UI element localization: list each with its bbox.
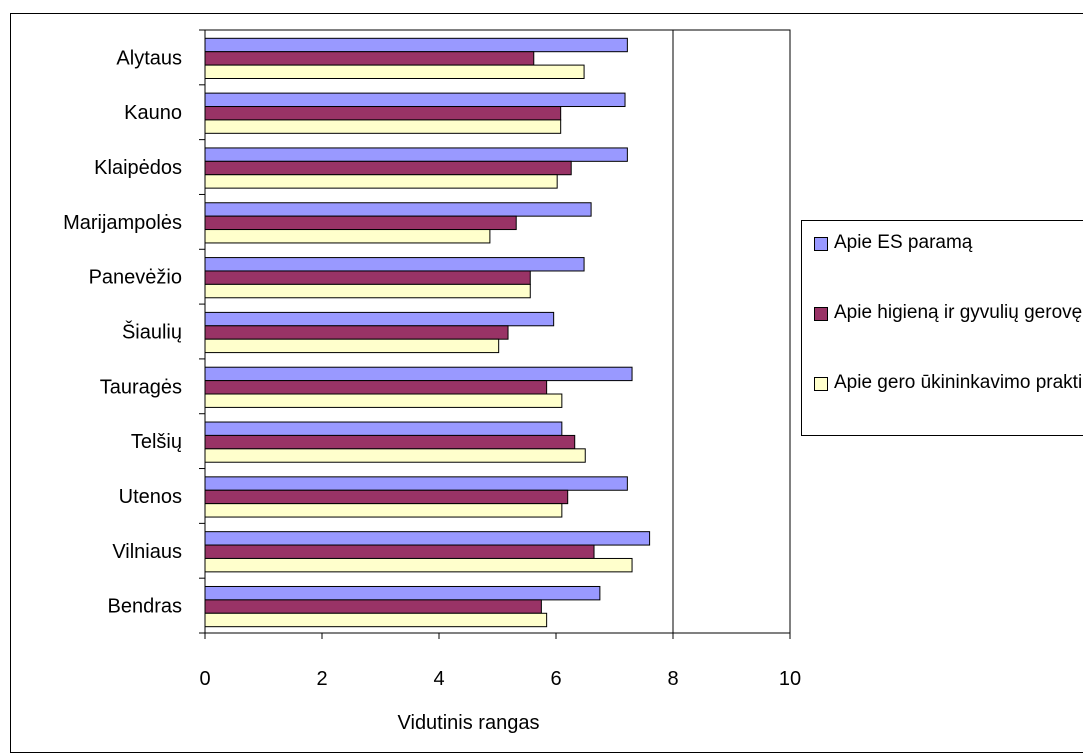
bar-2-5 bbox=[204, 270, 531, 285]
bar-1-6 bbox=[204, 311, 555, 327]
bar-2-10 bbox=[204, 544, 595, 559]
legend-item-3: Apie gero ūkininkavimo praktiką bbox=[814, 371, 1083, 395]
bar-1-7 bbox=[204, 366, 633, 382]
bar-3-9 bbox=[204, 503, 563, 518]
bar-2-9 bbox=[204, 489, 569, 505]
legend-swatch-3 bbox=[814, 377, 828, 391]
bar-3-11 bbox=[204, 612, 548, 628]
bar-3-3 bbox=[204, 174, 558, 189]
bar-3-7 bbox=[204, 393, 563, 408]
bar-1-9 bbox=[204, 476, 628, 491]
bar-1-2 bbox=[204, 92, 626, 108]
bar-1-11 bbox=[204, 585, 601, 601]
bar-2-11 bbox=[204, 599, 542, 614]
legend-swatch-2 bbox=[814, 307, 828, 321]
bar-1-10 bbox=[204, 531, 651, 546]
legend-swatch-1 bbox=[814, 237, 828, 251]
legend-label-1: Apie ES paramą bbox=[834, 232, 973, 253]
category-label-1: Alytaus bbox=[116, 47, 182, 69]
x-axis-title: Vidutinis rangas bbox=[398, 712, 540, 734]
legend-item-1: Apie ES paramą bbox=[814, 231, 1083, 255]
category-label-7: Tauragės bbox=[100, 376, 182, 398]
bar-3-5 bbox=[204, 283, 531, 299]
bar-3-8 bbox=[204, 448, 586, 463]
legend-label-3: Apie gero ūkininkavimo praktiką bbox=[834, 372, 1083, 393]
bar-3-4 bbox=[204, 229, 491, 244]
category-label-11: Bendras bbox=[108, 596, 183, 618]
x-tick-label-1: 0 bbox=[199, 668, 210, 690]
category-label-5: Panevėžio bbox=[89, 267, 182, 289]
bar-2-1 bbox=[204, 51, 535, 66]
category-label-6: Šiaulių bbox=[122, 321, 182, 344]
bar-1-8 bbox=[204, 421, 563, 436]
category-label-9: Utenos bbox=[119, 486, 182, 508]
bar-2-7 bbox=[204, 380, 548, 395]
bar-1-5 bbox=[204, 257, 585, 272]
bar-3-10 bbox=[204, 557, 633, 573]
bar-2-6 bbox=[204, 325, 509, 340]
bar-2-3 bbox=[204, 160, 572, 176]
category-label-4: Marijampolės bbox=[63, 212, 182, 234]
category-label-10: Vilniaus bbox=[112, 541, 182, 563]
bar-2-2 bbox=[204, 106, 562, 121]
bar-1-1 bbox=[204, 37, 628, 53]
legend: Apie ES paramą Apie higieną ir gyvulių g… bbox=[801, 220, 1083, 436]
x-tick-label-6: 10 bbox=[779, 668, 801, 690]
bar-2-8 bbox=[204, 434, 576, 450]
bar-3-1 bbox=[204, 64, 585, 79]
legend-label-2: Apie higieną ir gyvulių gerovę bbox=[834, 302, 1083, 323]
x-tick-label-4: 6 bbox=[550, 668, 561, 690]
category-label-3: Klaipėdos bbox=[94, 157, 182, 179]
bar-3-6 bbox=[204, 338, 500, 354]
bar-2-4 bbox=[204, 215, 517, 231]
x-tick-label-5: 8 bbox=[667, 668, 678, 690]
bar-3-2 bbox=[204, 119, 562, 134]
bar-1-3 bbox=[204, 147, 628, 162]
bar-1-4 bbox=[204, 202, 592, 217]
x-tick-label-3: 4 bbox=[433, 668, 444, 690]
category-label-2: Kauno bbox=[124, 102, 182, 124]
category-label-8: Telšių bbox=[131, 431, 182, 453]
legend-item-2: Apie higieną ir gyvulių gerovę bbox=[814, 301, 1083, 325]
x-tick-label-2: 2 bbox=[316, 668, 327, 690]
